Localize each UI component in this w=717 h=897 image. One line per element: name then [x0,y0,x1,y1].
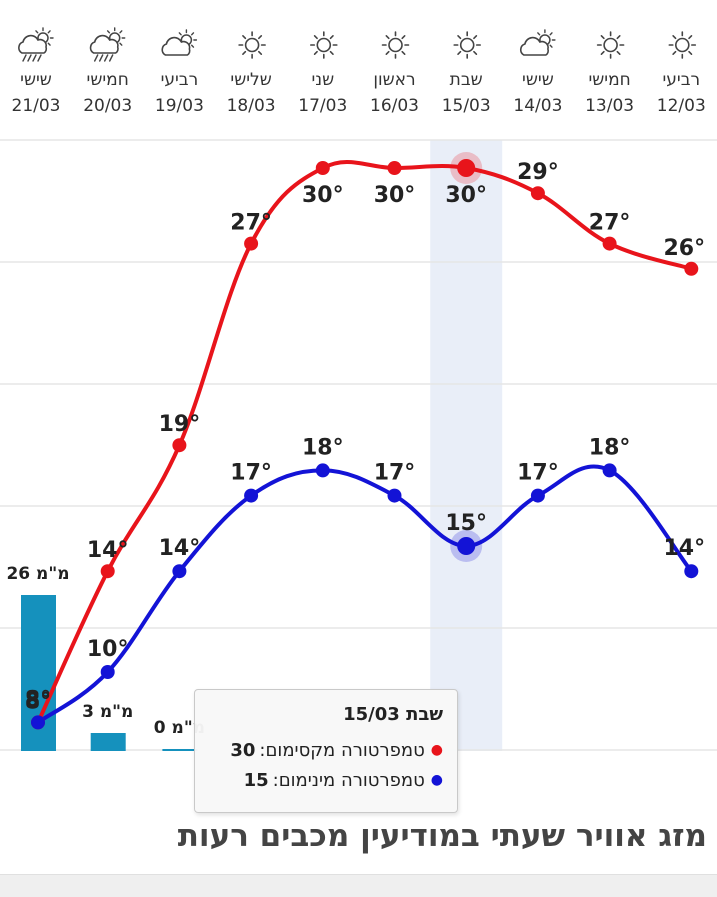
min-temp-label: 14° [159,536,201,561]
min-temp-point[interactable] [172,564,187,579]
rain-label: 3 מ"מ [82,702,133,722]
day-label: שני [311,70,334,90]
day-label: שלישי [230,70,271,90]
sun-icon [381,31,410,59]
max-temp-point[interactable] [172,438,187,453]
date-label: 15/03 [442,96,491,116]
max-temp-point[interactable] [387,161,402,175]
max-temp-label: 30° [374,183,416,208]
max-temp-point[interactable] [530,186,545,201]
max-temp-label: 30° [445,183,487,208]
rain-label: 26 מ"מ [6,564,69,584]
max-temp-label: 27° [230,211,272,236]
tooltip-min-value: 15 [243,769,269,791]
day-header: רביעי 12/03 חמישי 13/03 שישי 14/03 שבת 15/03 ראש… [12,27,706,116]
max-temp-label: 19° [159,412,201,437]
sun-icon [596,31,625,59]
rain-cloud-icon [89,27,126,62]
day-label: שישי [20,70,52,90]
temperature-labels: 26° 27° 29° 30° 30° 30° 27° 19° 14° 8° 14° 18° 17° 15… [25,160,705,714]
max-dot-icon: ● [430,742,443,758]
max-temp-point[interactable] [315,161,330,175]
min-temp-label: 18° [589,435,631,460]
day-label: חמישי [87,70,129,90]
min-temp-point[interactable] [457,537,476,555]
min-temp-point[interactable] [244,488,259,503]
max-temp-label: 26° [663,236,705,261]
max-temp-point[interactable] [244,236,259,251]
min-temp-label: 18° [302,435,344,460]
min-temp-point[interactable] [684,564,699,579]
day-label: שישי [522,70,554,90]
date-label: 16/03 [370,96,419,116]
min-temp-label: 17° [374,461,416,486]
min-temp-label: 17° [230,461,272,486]
date-label: 21/03 [12,96,61,116]
day-label: שבת [450,70,483,90]
partly-cloudy-icon [519,29,556,56]
tooltip-max-row: ● טמפרטורה מקסימום: 30 [205,735,443,765]
sun-icon [453,31,482,59]
min-temp-point[interactable] [31,715,45,730]
day-label: ראשון [373,70,415,90]
max-temp-point[interactable] [684,261,699,276]
max-temp-label: 27° [589,211,631,236]
day-label: רביעי [161,70,199,90]
tooltip-max-label: טמפרטורה מקסימום: [259,739,425,761]
day-label: חמישי [588,70,630,90]
date-label: 13/03 [585,96,634,116]
sun-icon [309,31,338,59]
rain-cloud-icon [18,27,54,62]
min-temp-label: 14° [663,536,705,561]
rain-label: 0 מ"מ [154,718,205,738]
date-label: 18/03 [227,96,276,116]
rain-bar [162,749,198,751]
min-temp-label: 15° [445,511,487,536]
min-temp-label: 17° [517,461,559,486]
day-label: רביעי [662,70,700,90]
max-temp-label: 14° [87,538,129,563]
max-temp-point[interactable] [602,236,617,251]
max-temp-label: 8° [25,689,51,714]
max-temp-point[interactable] [100,564,115,579]
min-temp-point[interactable] [602,463,617,478]
temperature-points[interactable] [31,152,699,730]
rain-bar [90,733,126,751]
date-label: 12/03 [657,96,706,116]
min-temp-point[interactable] [387,488,402,503]
tooltip-title: שבת 15/03 [343,704,443,725]
bottom-band [0,874,717,897]
sun-icon [668,31,697,59]
tooltip-min-label: טמפרטורה מינימום: [272,769,425,791]
min-temp-line [36,464,693,725]
min-temp-label: 10° [87,637,129,662]
date-label: 17/03 [298,96,347,116]
tooltip: שבת 15/03 ● טמפרטורה מקסימום: 30 ● טמפרט… [194,689,458,813]
max-temp-point[interactable] [457,159,476,177]
min-dot-icon: ● [430,772,443,788]
tooltip-max-value: 30 [230,739,256,761]
date-label: 14/03 [513,96,562,116]
partly-cloudy-icon [161,29,198,56]
min-temp-point[interactable] [315,463,330,478]
date-label: 19/03 [155,96,204,116]
sun-icon [238,31,266,59]
min-temp-label: 8° [25,687,51,712]
max-temp-label: 29° [517,160,559,185]
min-temp-point[interactable] [100,665,115,679]
max-temp-label: 30° [302,183,344,208]
highlight-column [430,140,503,751]
tooltip-min-row: ● טמפרטורה מינימום: 15 [205,765,443,795]
section-title: מזג אוויר שעתי במודיעין מכבים רעות [177,818,707,854]
min-temp-point[interactable] [530,488,545,503]
date-label: 20/03 [83,96,132,116]
